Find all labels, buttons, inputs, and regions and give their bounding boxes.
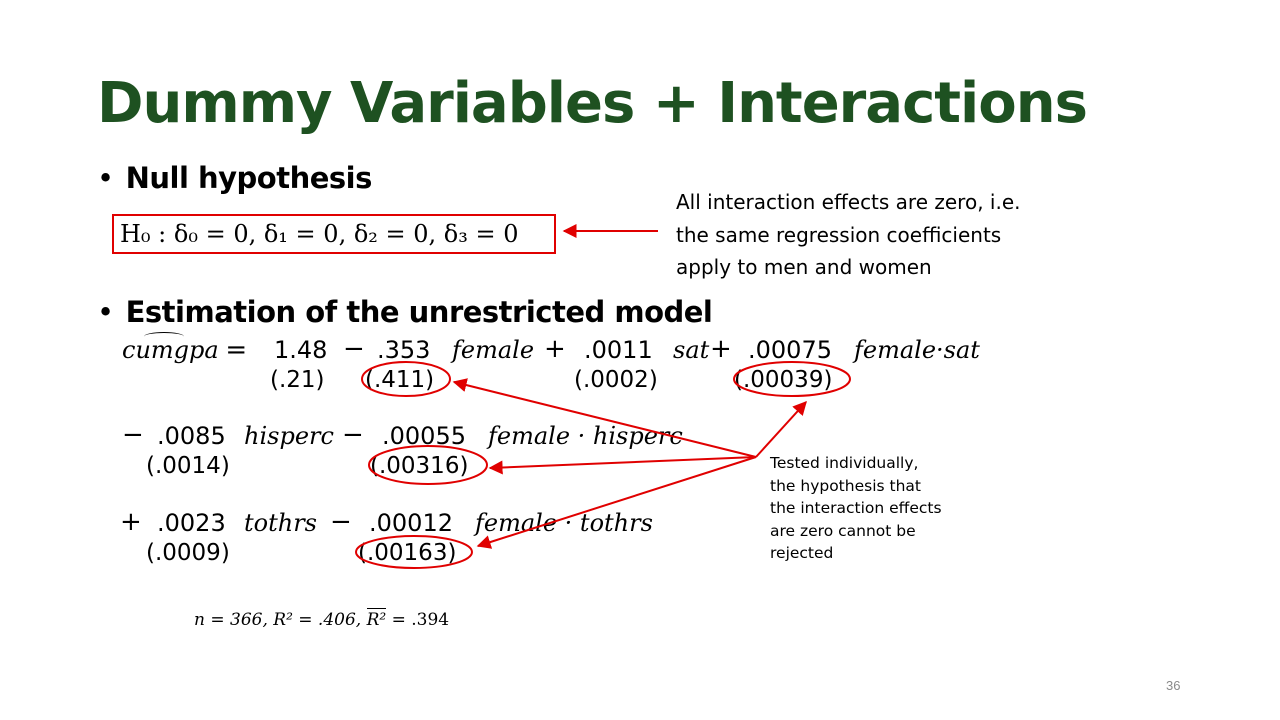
minus-sign: − [343, 334, 365, 364]
bullet-dot: • [97, 295, 114, 329]
r-squared: R² = .406, [273, 610, 362, 630]
note-line: All interaction effects are zero, i.e. [676, 190, 1021, 214]
se-tothrs: (.0009) [146, 540, 230, 566]
var-tothrs: tothrs [244, 509, 317, 537]
note-line: the same regression coefficients [676, 222, 1002, 247]
se-female-hisperc: (.00316) [370, 453, 469, 479]
bullet-null-hypothesis: • Null hypothesis [97, 160, 372, 196]
se-sat: (.0002) [574, 367, 658, 393]
note-line: the hypothesis that [770, 476, 921, 495]
var-female-hisperc: female · hisperc [488, 422, 683, 450]
equals-sign: = [225, 335, 248, 365]
null-hypothesis-equation: H₀ : δ₀ = 0, δ₁ = 0, δ₂ = 0, δ₃ = 0 [120, 220, 519, 248]
coef-female-sat: .00075 [748, 336, 832, 364]
null-hypothesis-box: H₀ : δ₀ = 0, δ₁ = 0, δ₂ = 0, δ₃ = 0 [112, 214, 556, 254]
note-line: apply to men and women [676, 255, 932, 279]
var-female-tothrs: female · tothrs [475, 509, 653, 537]
var-sat: sat [673, 336, 710, 364]
page-number: 36 [1166, 678, 1181, 693]
note-line: the interaction effects [770, 499, 942, 517]
slide-title: Dummy Variables + Interactions [97, 71, 1088, 136]
se-female-sat: (.00039) [734, 367, 833, 393]
bullet-text: Null hypothesis [125, 161, 373, 195]
interaction-effects-note: All interaction effects are zero, i.e. t… [676, 186, 1096, 284]
coef-sat: .0011 [584, 336, 653, 364]
var-female: female [452, 336, 535, 364]
coef-hisperc: .0085 [157, 422, 226, 450]
var-hisperc: hisperc [244, 422, 334, 450]
model-fit-stats: n = 366, R² = .406, R² = .394 [194, 608, 450, 630]
se-female: (.411) [365, 367, 435, 393]
adjusted-r-squared-label: R² [366, 608, 387, 630]
sample-size: n = 366, [194, 610, 268, 630]
se-female-tothrs: (.00163) [358, 540, 457, 566]
note-line: are zero cannot be [770, 521, 916, 540]
bullet-text: Estimation of the unrestricted model [125, 295, 713, 329]
coef-female-tothrs: .00012 [369, 509, 453, 537]
dependent-variable: cumgpa [122, 332, 219, 364]
minus-sign: − [122, 420, 144, 450]
adjusted-r-squared-value: = .394 [386, 610, 450, 630]
model-line-1: cumgpa = [122, 332, 248, 365]
coef-female: .353 [377, 336, 431, 364]
var-female-sat: female·sat [854, 336, 980, 364]
plus-sign: + [120, 507, 142, 537]
tested-individually-note: Tested individually, the hypothesis that… [770, 452, 980, 565]
coef-tothrs: .0023 [157, 509, 226, 537]
intercept: 1.48 [274, 336, 328, 364]
bullet-dot: • [97, 161, 114, 195]
note-line: Tested individually, [770, 454, 919, 472]
se-intercept: (.21) [270, 367, 325, 393]
minus-sign: − [330, 507, 352, 537]
plus-sign: + [544, 334, 566, 364]
note-line: rejected [770, 544, 834, 562]
minus-sign: − [342, 420, 364, 450]
bullet-estimation: • Estimation of the unrestricted model [97, 294, 713, 330]
se-hisperc: (.0014) [146, 453, 230, 479]
coef-female-hisperc: .00055 [382, 422, 466, 450]
arrow-to-female-hisperc [488, 456, 757, 475]
plus-sign: + [710, 334, 732, 364]
arrow-to-female-sat [755, 400, 807, 458]
